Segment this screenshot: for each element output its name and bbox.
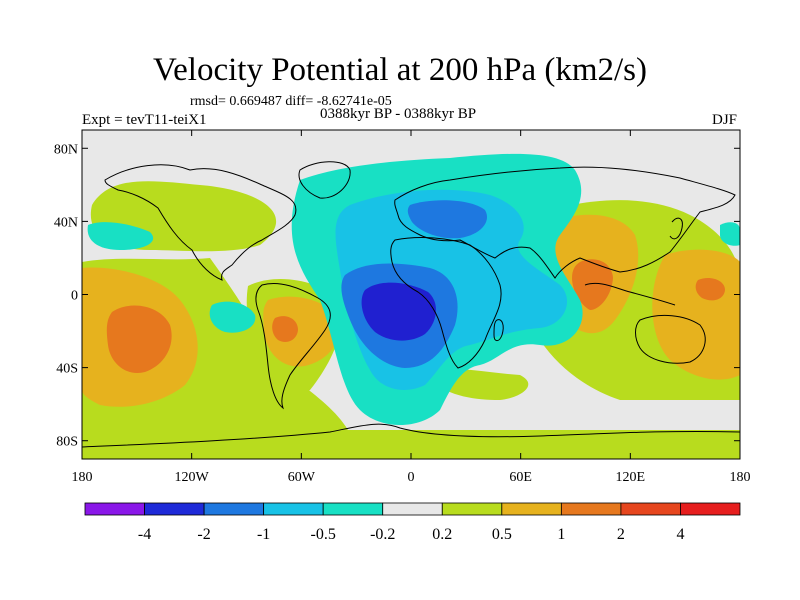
lon-tick-label: 0 [408, 470, 415, 485]
coast-north-america [104, 164, 297, 281]
colorbar-label: -2 [197, 526, 210, 543]
lon-tick-label: 60E [509, 470, 532, 485]
colorbar-label: 0.2 [432, 526, 452, 543]
colorbar-swatch [84, 502, 145, 516]
coast-antarctica [82, 423, 740, 448]
contour-pos-strong [106, 305, 172, 373]
coast-indonesia [584, 282, 676, 306]
lon-tick-label: 120E [616, 470, 646, 485]
contour-pos-weak [82, 258, 740, 459]
contour-pos-strong [272, 316, 298, 342]
coast-madagascar [493, 319, 504, 342]
colorbar-swatch [263, 502, 324, 516]
colorbar-label: 0.5 [492, 526, 512, 543]
contour-pos-strong [695, 278, 725, 301]
colorbar-swatch [441, 502, 503, 516]
colorbar-swatch [203, 502, 265, 516]
colorbar-swatch [322, 502, 384, 516]
coast-greenland [298, 161, 351, 199]
contour-pos-mid [263, 296, 340, 367]
experiment-label: Expt = tevT11-teiX1 [82, 112, 207, 128]
coast-japan [669, 217, 683, 240]
colorbar-label: -1 [257, 526, 270, 543]
lon-tick-label: 60W [288, 470, 316, 485]
contour-field [82, 130, 740, 459]
lon-tick-label: 180 [730, 470, 751, 485]
lon-tick-label: 120W [175, 470, 210, 485]
contour-pos-strong [572, 259, 613, 310]
map-axes: 80N 40N 0 40S 80S 180 120W 60W 0 60E 120E 180 [54, 130, 751, 485]
season-label: DJF [712, 112, 738, 128]
map-title: Velocity Potential at 200 hPa (km2/s) [152, 52, 648, 88]
contour-neg-weak [87, 222, 154, 250]
coast-south-america [255, 283, 331, 410]
colorbar-label: -4 [138, 526, 151, 543]
lon-tick-label: 180 [72, 470, 93, 485]
contour-neg-mid [407, 200, 488, 239]
coastlines [82, 161, 740, 448]
lat-tick-label: 80S [56, 435, 78, 450]
colorbar-label: 4 [676, 526, 684, 543]
colorbar-swatch [560, 502, 622, 516]
colorbar-swatch [680, 502, 741, 516]
contour-neg-strong [361, 282, 436, 341]
colorbar-label: -0.5 [311, 526, 336, 543]
coast-africa [390, 237, 502, 369]
contour-neg-weak [209, 301, 256, 333]
lat-tick-label: 40S [56, 362, 78, 377]
period-label: 0388kyr BP - 0388kyr BP [320, 106, 477, 122]
colorbar-swatch [501, 502, 562, 516]
colorbar-swatch [382, 502, 443, 516]
lat-tick-label: 80N [54, 142, 78, 157]
colorbar-label: 2 [617, 526, 625, 543]
coast-australia [635, 315, 706, 364]
stats-text: rmsd= 0.669487 diff= -8.62741e-05 [190, 94, 392, 109]
lat-tick-label: 0 [71, 289, 78, 304]
contour-neg-weak [720, 222, 740, 246]
colorbar-label: 1 [557, 526, 565, 543]
colorbar-swatch [144, 502, 205, 516]
colorbar-label: -0.2 [370, 526, 395, 543]
colorbar: -4 -2 -1 -0.5 -0.2 0.2 0.5 1 2 4 [84, 502, 741, 543]
lat-tick-label: 40N [54, 215, 78, 230]
coast-europe-asia [394, 166, 736, 279]
colorbar-swatch [620, 502, 681, 516]
